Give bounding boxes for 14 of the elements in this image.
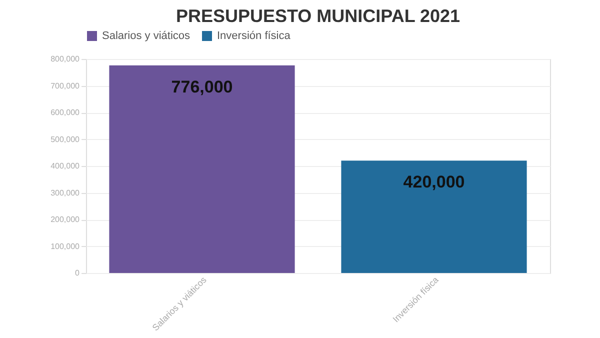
y-tick-label: 800,000 — [50, 54, 80, 64]
legend-label: Salarios y viáticos — [102, 30, 191, 42]
legend-label: Inversión física — [217, 30, 292, 42]
data-label: 776,000 — [171, 77, 233, 96]
data-label: 420,000 — [403, 172, 465, 192]
y-tick-label: 500,000 — [50, 134, 80, 144]
y-tick-label: 0 — [75, 268, 80, 278]
y-tick-label: 600,000 — [50, 108, 80, 117]
y-tick-label: 700,000 — [50, 81, 80, 90]
y-tick-label: 400,000 — [50, 162, 80, 170]
y-tick-label: 300,000 — [50, 188, 80, 198]
y-tick-label: 200,000 — [50, 215, 80, 224]
chart-title: PRESUPUESTO MUNICIPAL 2021 — [176, 6, 460, 26]
y-tick-label: 100,000 — [50, 242, 80, 251]
